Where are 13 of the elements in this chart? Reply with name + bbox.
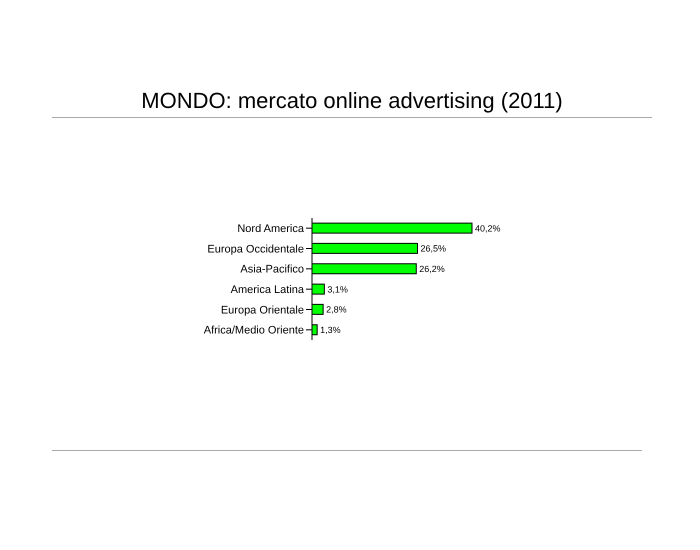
data-label: 3,1% — [327, 284, 348, 294]
data-label: 2,8% — [326, 304, 347, 315]
y-tick-label: America Latina — [230, 284, 305, 296]
y-tick-label: Nord America — [237, 223, 305, 236]
data-label: 26,5% — [420, 244, 446, 254]
chart-title: MONDO: mercato online advertising (2011) — [52, 8, 652, 118]
data-label: 1,3% — [320, 324, 341, 335]
data-label: 26,2% — [419, 264, 445, 274]
y-tick-label: Europa Orientale — [220, 304, 304, 316]
y-tick-label: Europa Occidentale — [207, 243, 304, 256]
data-label: 40,2% — [475, 223, 501, 234]
y-tick-label: Africa/Medio Oriente — [204, 324, 304, 337]
y-tick-label: Asia-Pacifico — [240, 264, 304, 276]
